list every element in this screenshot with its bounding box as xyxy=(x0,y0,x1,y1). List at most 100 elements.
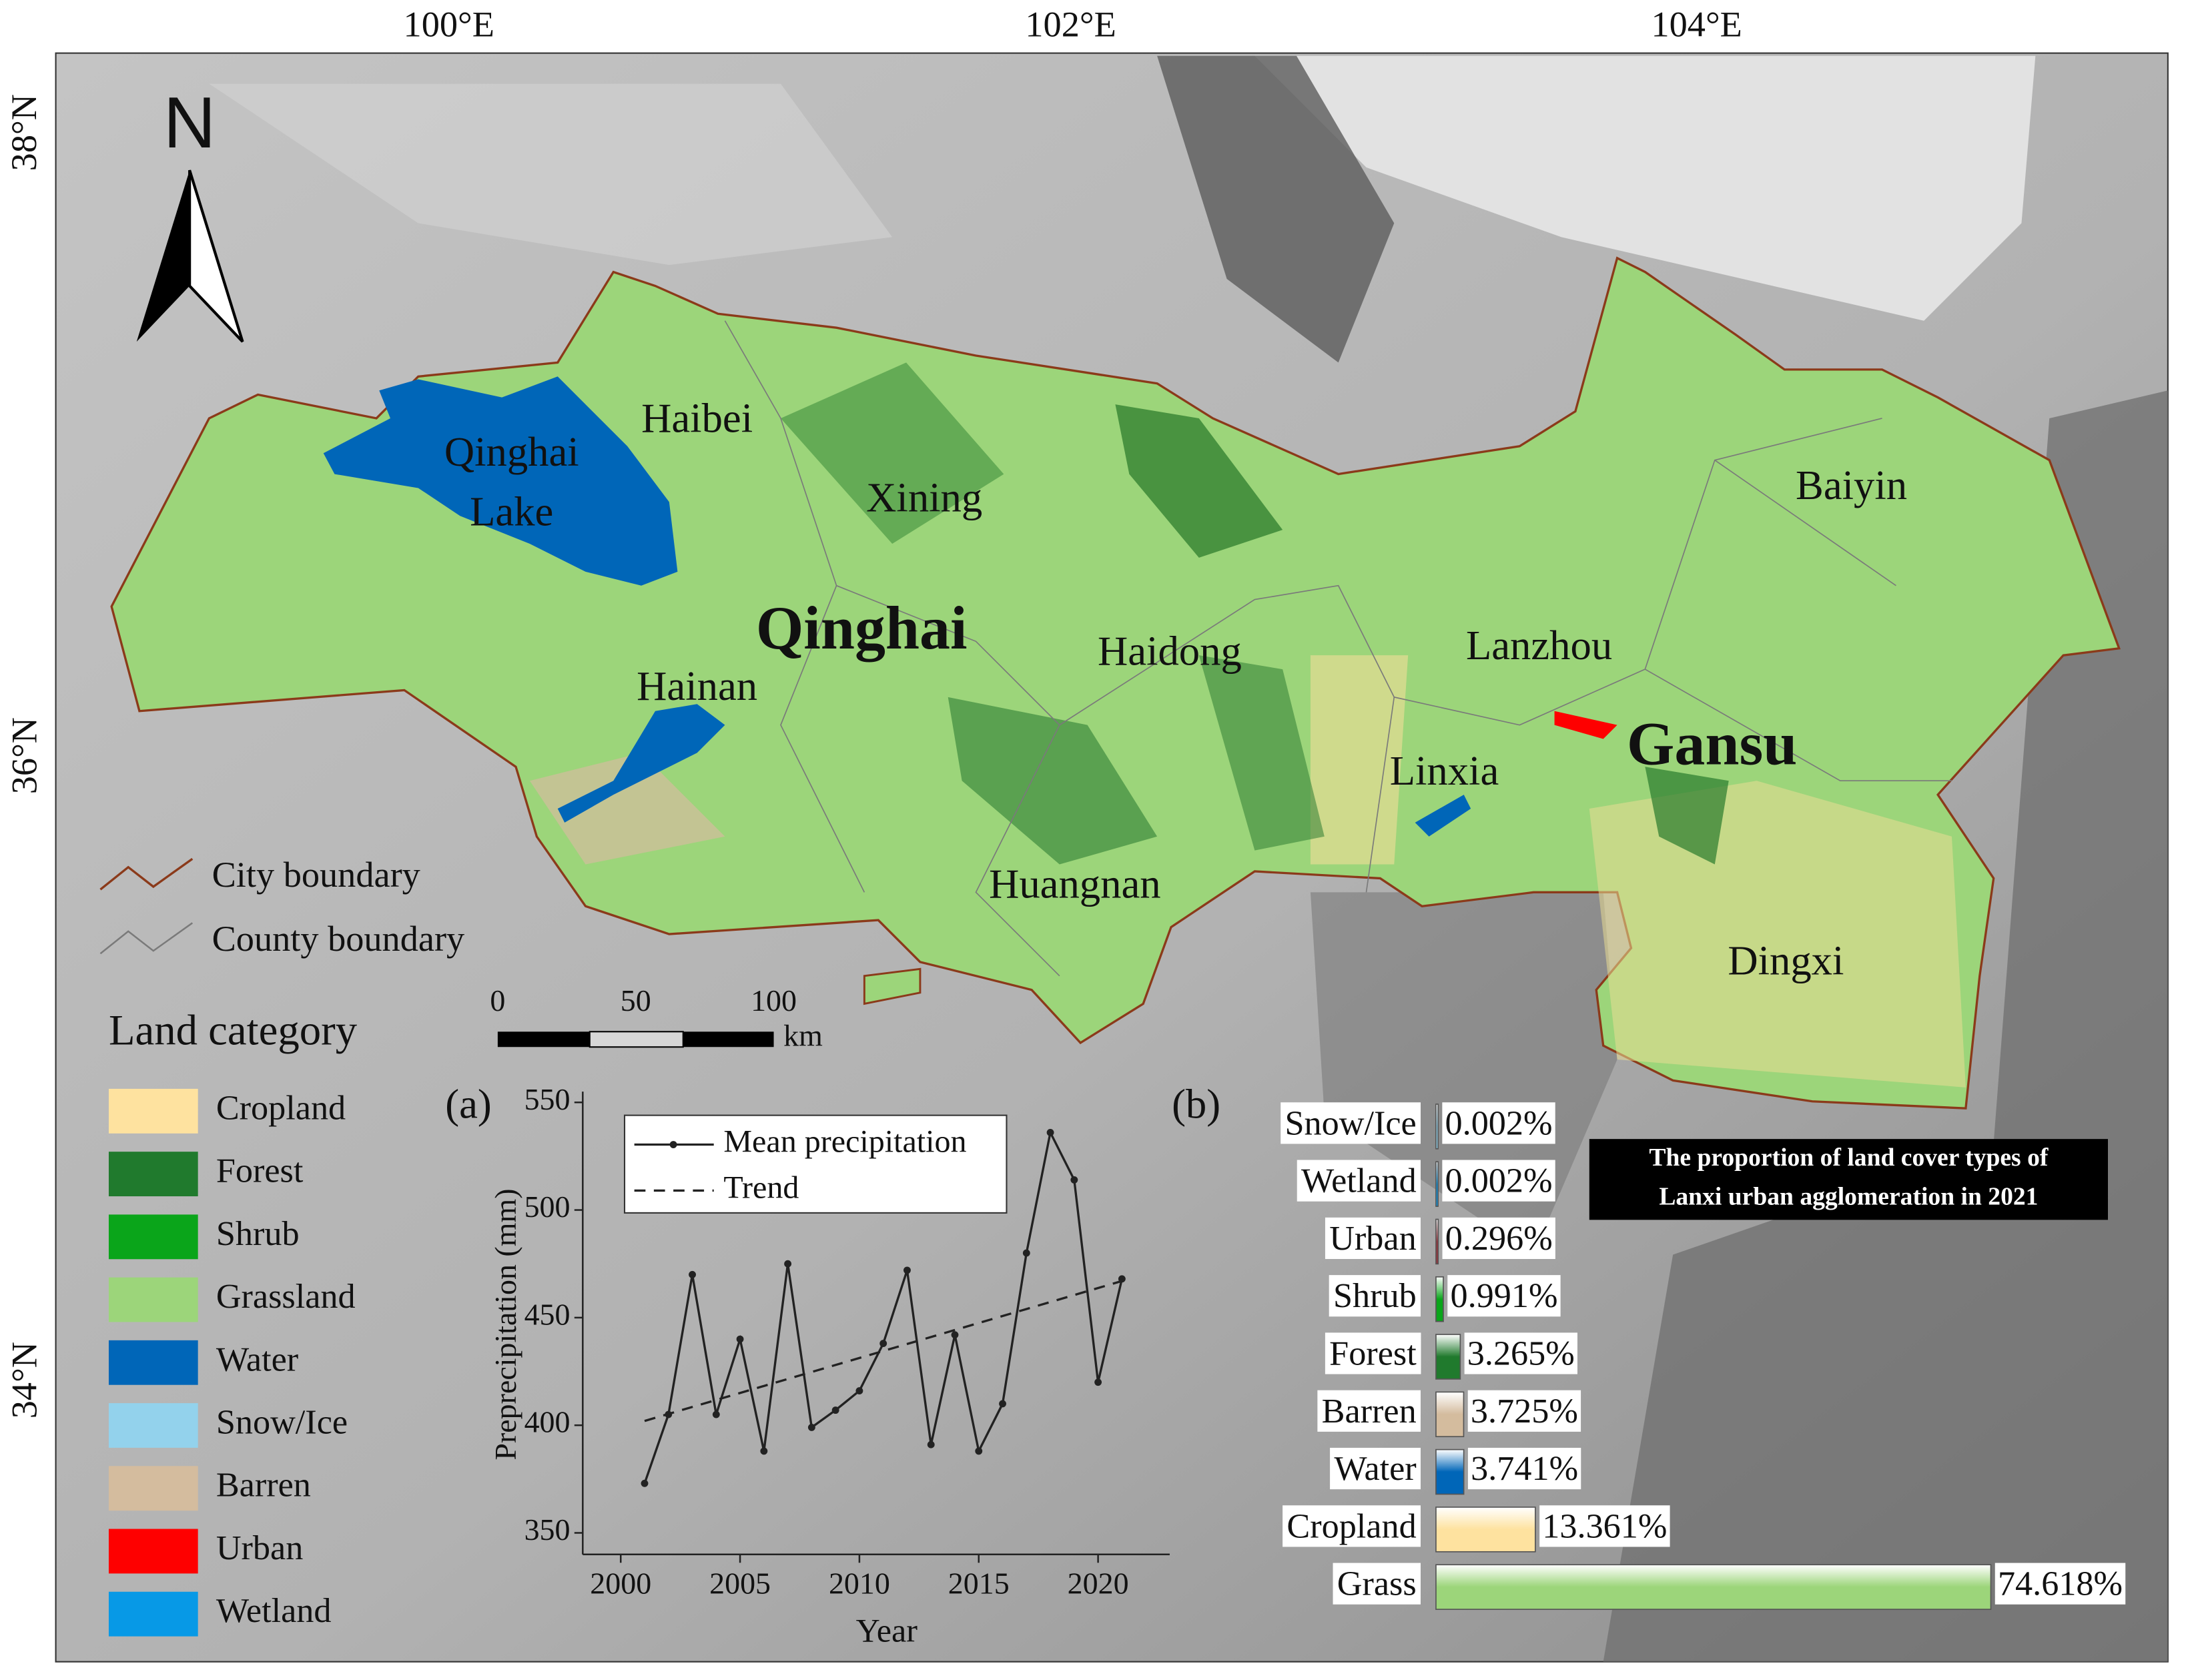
legend-swatch xyxy=(108,1529,198,1574)
x-tick-label: 2005 xyxy=(709,1566,771,1600)
label-box xyxy=(1442,1217,1555,1259)
scale-bar-segment xyxy=(683,1031,774,1047)
category-label: Urban xyxy=(1329,1219,1417,1258)
label-box xyxy=(1447,1275,1561,1317)
forest-area xyxy=(1115,404,1283,558)
value-label: 74.618% xyxy=(1998,1565,2123,1603)
boundary-legend-label: City boundary xyxy=(212,855,420,895)
legend-label: Forest xyxy=(216,1152,304,1190)
place-label: Linxia xyxy=(1390,747,1499,794)
legend-label: Mean precipitation xyxy=(723,1124,966,1160)
category-label: Wetland xyxy=(1301,1162,1417,1200)
latitude-label: 38°N xyxy=(4,94,44,171)
longitude-label: 102°E xyxy=(1025,4,1116,44)
legend-swatch xyxy=(108,1466,198,1511)
lake xyxy=(323,376,678,586)
legend-label: Barren xyxy=(216,1466,311,1505)
x-tick-label: 2010 xyxy=(829,1566,890,1600)
label-box xyxy=(1994,1563,2126,1605)
place-label: Baiyin xyxy=(1796,462,1907,508)
value-label: 0.991% xyxy=(1450,1276,1557,1315)
snow-terrain xyxy=(209,83,893,266)
y-axis-title: Preprecipitation (mm) xyxy=(488,1188,522,1460)
north-label: N xyxy=(163,83,216,163)
study-area-exclave xyxy=(863,967,922,1005)
data-point xyxy=(641,1479,649,1487)
value-label: 0.002% xyxy=(1445,1162,1553,1200)
bar-chart-title: The proportion of land cover types of xyxy=(1649,1144,2049,1172)
latitude-label: 36°N xyxy=(4,717,44,794)
label-box xyxy=(1467,1447,1581,1490)
forest-area xyxy=(781,362,1004,544)
legend-label: Wetland xyxy=(216,1591,332,1630)
data-point xyxy=(927,1440,935,1448)
label-box xyxy=(1317,1390,1421,1432)
province-label: Qinghai xyxy=(756,594,968,662)
value-label: 3.725% xyxy=(1471,1392,1578,1430)
value-label: 0.296% xyxy=(1445,1219,1553,1258)
legend-marker xyxy=(669,1141,677,1148)
scale-bar-label: 100 xyxy=(751,983,797,1017)
bar xyxy=(1435,1334,1461,1380)
legend-label: Water xyxy=(216,1340,298,1378)
category-label: Grass xyxy=(1337,1565,1417,1603)
label-box xyxy=(1297,1160,1421,1202)
category-label: Shrub xyxy=(1333,1276,1417,1315)
x-tick-label: 2000 xyxy=(590,1566,651,1600)
scale-bar-label: 50 xyxy=(621,983,651,1017)
legend-label: Snow/Ice xyxy=(216,1402,348,1441)
data-point xyxy=(689,1270,696,1278)
category-label: Water xyxy=(1334,1449,1416,1488)
data-point xyxy=(951,1331,959,1339)
urban-area xyxy=(1554,711,1617,739)
scale-bar-label: 0 xyxy=(490,983,505,1017)
forest-area xyxy=(948,697,1158,865)
value-label: 13.361% xyxy=(1542,1507,1667,1545)
bar xyxy=(1435,1391,1465,1438)
place-label: Huangnan xyxy=(989,860,1161,907)
value-label: 3.265% xyxy=(1467,1334,1575,1372)
legend-swatch xyxy=(108,1214,198,1260)
label-box xyxy=(1329,1275,1421,1317)
data-point xyxy=(760,1447,768,1455)
place-label: Lanzhou xyxy=(1466,622,1612,669)
data-point xyxy=(831,1406,839,1414)
province-label: Gansu xyxy=(1627,709,1797,777)
legend-swatch xyxy=(108,1088,198,1134)
reservoir xyxy=(1415,795,1471,837)
scale-bar-segment xyxy=(589,1031,684,1048)
legend-label: Cropland xyxy=(216,1088,346,1127)
place-label: Haibei xyxy=(641,395,753,442)
y-tick-label: 400 xyxy=(524,1405,571,1439)
label-box xyxy=(1333,1563,1421,1605)
label-box xyxy=(1330,1447,1421,1490)
city-boundary-symbol xyxy=(99,857,194,891)
bar xyxy=(1435,1218,1439,1265)
legend-swatch xyxy=(108,1591,198,1637)
label-box xyxy=(1283,1505,1421,1547)
panel-label: (a) xyxy=(445,1081,492,1128)
legend-swatch xyxy=(108,1152,198,1197)
reservoir xyxy=(557,704,725,823)
data-point xyxy=(855,1387,863,1394)
y-tick-label: 500 xyxy=(524,1190,571,1224)
label-box xyxy=(1325,1332,1421,1374)
lake-label: Lake xyxy=(470,488,553,535)
panel-label: (b) xyxy=(1172,1081,1220,1128)
legend-swatch xyxy=(108,1340,198,1385)
legend-box xyxy=(623,1114,1008,1214)
bar xyxy=(1435,1161,1439,1207)
data-point xyxy=(1094,1378,1102,1386)
data-point xyxy=(903,1266,911,1274)
barren-area xyxy=(529,753,725,865)
longitude-label: 100°E xyxy=(404,4,494,44)
north-arrow-light xyxy=(188,169,244,343)
label-box xyxy=(1467,1390,1581,1432)
data-point xyxy=(1022,1249,1030,1257)
bar xyxy=(1435,1564,1992,1610)
category-label: Cropland xyxy=(1287,1507,1416,1545)
category-label: Forest xyxy=(1329,1334,1417,1372)
cropland-area xyxy=(1310,655,1409,865)
bar xyxy=(1435,1104,1439,1150)
data-point xyxy=(1046,1128,1054,1136)
